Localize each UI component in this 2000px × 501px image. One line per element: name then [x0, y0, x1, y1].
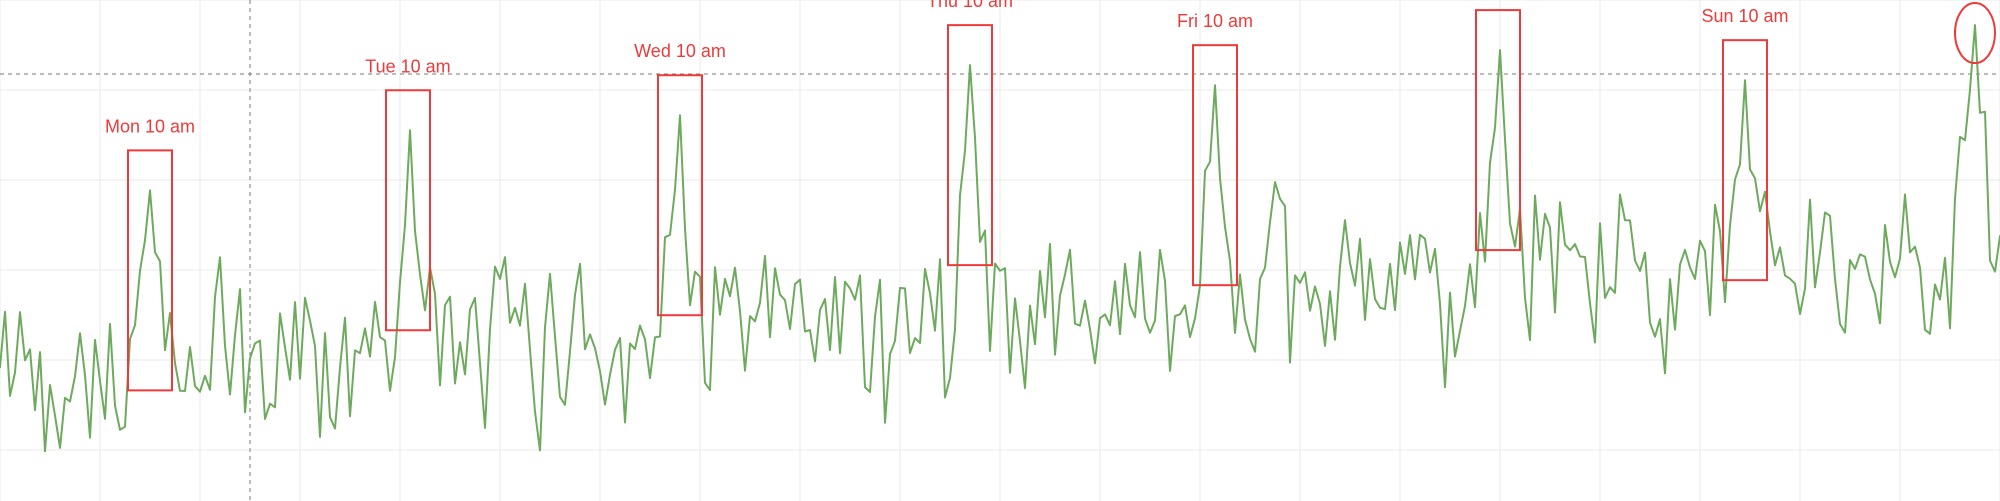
annotation-label-day6: Sun 10 am [1701, 6, 1788, 26]
annotation-label-day1: Tue 10 am [365, 56, 450, 76]
annotation-label-day0: Mon 10 am [105, 116, 195, 136]
annotation-label-day2: Wed 10 am [634, 41, 726, 61]
timeseries-chart: Mon 10 am Tue 10 am Wed 10 am Thu 10 am Fri … [0, 0, 2000, 501]
gridlines [0, 0, 2000, 501]
annotation-label-day3: Thu 10 am [927, 0, 1013, 11]
annotation-label-day4: Fri 10 am [1177, 11, 1253, 31]
